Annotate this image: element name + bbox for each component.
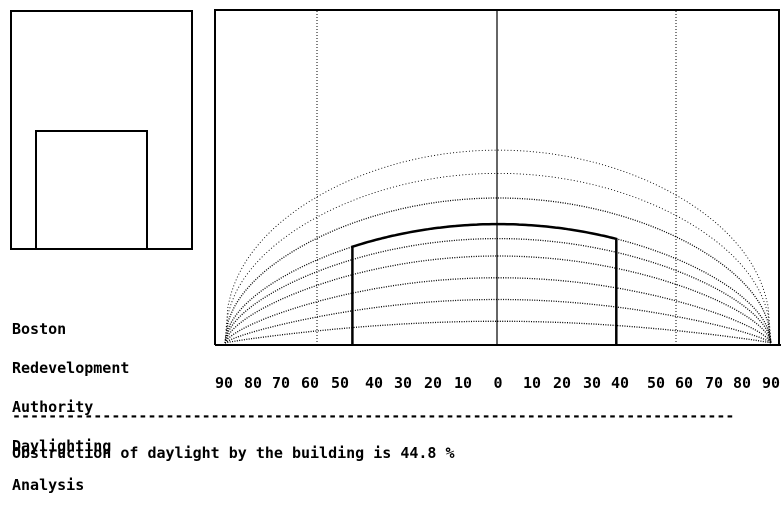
elevation-curve [224,298,772,344]
azimuth-axis-ticks: 90 80 70 60 50 40 30 20 10 0 10 20 30 40 50 60 70 80 90 [0,374,782,392]
axis-tick-label: 60 [674,374,694,392]
axis-tick-label: 40 [364,374,384,392]
axis-tick-label: 30 [393,374,413,392]
elevation-curve [224,255,772,344]
axis-tick-label: 70 [704,374,724,392]
axis-tick-label: 80 [243,374,263,392]
axis-tick-label: 50 [330,374,350,392]
section-building-outline [35,130,148,249]
axis-tick-label: 90 [761,374,781,392]
divider-line: ----------------------------------------… [12,407,735,425]
axis-tick-label: 10 [522,374,542,392]
axis-tick-label: 60 [300,374,320,392]
title-line: Boston [12,320,67,338]
axis-tick-label: 20 [423,374,443,392]
elevation-curve [224,223,772,344]
axis-tick-label: 90 [214,374,234,392]
axis-tick-label: 30 [582,374,602,392]
axis-tick-label: 0 [493,374,503,392]
building-obstruction-profile [351,222,618,345]
section-view-frame [10,10,193,250]
title-line: Daylighting [12,437,112,455]
title-line: Redevelopment [12,359,130,377]
daylighting-chart [10,9,781,346]
title-line: Authority [12,398,94,416]
axis-tick-label: 20 [552,374,572,392]
elevation-curve [224,172,772,344]
obstruction-result: Obstruction of daylight by the building … [12,444,455,462]
axis-tick-label: 50 [646,374,666,392]
elevation-curve [224,277,772,344]
elevation-curve [224,320,772,344]
elevation-curve [224,197,772,344]
elevation-curve [224,149,772,344]
axis-tick-label: 10 [453,374,473,392]
axis-tick-label: 80 [732,374,752,392]
organization-title: Boston Redevelopment Authority Daylighti… [12,297,129,505]
chart-frame [214,9,780,345]
elevation-curve [224,237,772,344]
axis-tick-label: 70 [271,374,291,392]
title-line: Analysis [12,476,85,494]
axis-tick-label: 40 [610,374,630,392]
